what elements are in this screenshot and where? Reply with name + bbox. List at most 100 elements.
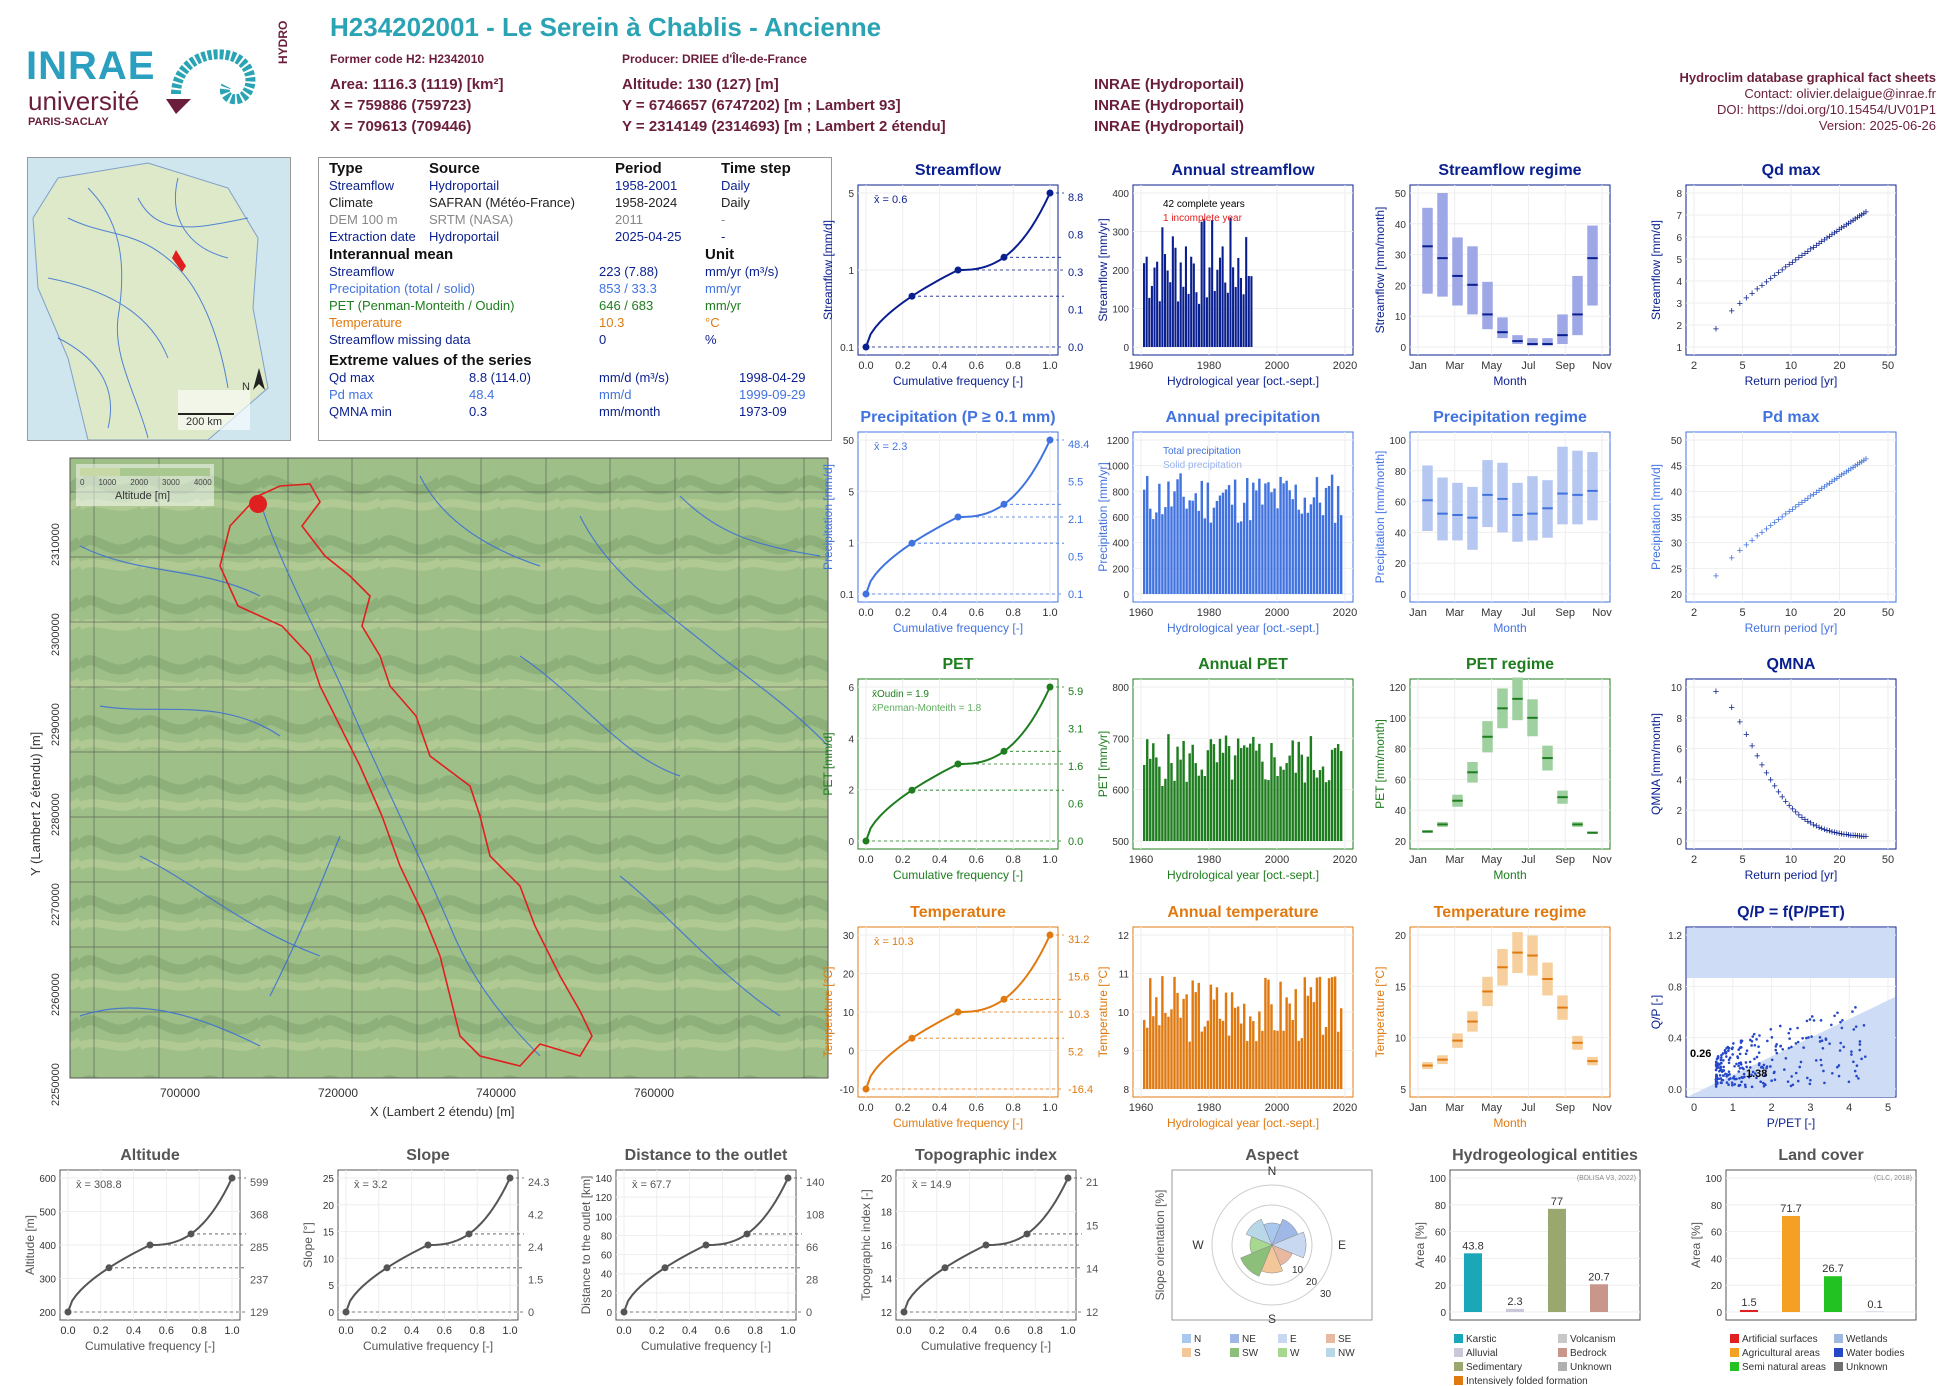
- return-point: +: [1793, 254, 1799, 266]
- annual-bar: [1203, 218, 1206, 347]
- scatter-point: [1744, 1085, 1747, 1089]
- annual-bar: [1200, 221, 1203, 347]
- y-tick-label: 0.0: [1668, 1085, 1682, 1096]
- return-point: +: [1841, 468, 1847, 480]
- return-point: +: [1859, 209, 1865, 221]
- y-tick-label: 80: [1395, 467, 1407, 478]
- table-row: Climate SAFRAN (Météo-France) 1958-2024 Dai…: [325, 194, 795, 211]
- y-tick-label: 400: [1112, 189, 1129, 200]
- aspect-slice: [1240, 1244, 1273, 1277]
- return-point: +: [1856, 831, 1862, 843]
- annual-bar: [1227, 746, 1231, 841]
- annual-bar: [1215, 762, 1219, 841]
- scatter-label: 1.38: [1746, 1068, 1767, 1080]
- aspect-slice: [1271, 1231, 1307, 1259]
- quantile-point: [506, 1174, 514, 1182]
- x-tick-label: 0.8: [748, 1325, 763, 1337]
- scatter-point: [1742, 1072, 1746, 1076]
- return-point: +: [1713, 323, 1719, 335]
- quantile-point: [1064, 1174, 1072, 1182]
- y-tick-label: 800: [1112, 487, 1129, 498]
- y-tick-label: 20: [1671, 590, 1683, 601]
- scatter-point: [1727, 1058, 1731, 1062]
- quantile-point: [146, 1241, 154, 1249]
- scatter-point: [1775, 1051, 1779, 1055]
- annual-bar: [1229, 217, 1232, 347]
- extremes-table: Extreme values of the series Qd max 8.8 (…: [325, 352, 810, 420]
- annual-bar: [1191, 500, 1194, 594]
- annual-bar: [1182, 740, 1185, 841]
- return-point: +: [1767, 520, 1773, 532]
- return-point: +: [1831, 474, 1837, 486]
- quantile-point: [1046, 436, 1054, 444]
- legend-item: SE: [1338, 1334, 1352, 1345]
- annual-bar: [1315, 777, 1319, 841]
- y-tick-label: 25: [1671, 564, 1683, 575]
- return-point: +: [1816, 238, 1822, 250]
- col-timestep: Time step: [721, 160, 791, 177]
- annual-bar: [1167, 1016, 1170, 1089]
- y-tick-label: 6: [1676, 745, 1682, 756]
- annual-bar: [1215, 500, 1219, 594]
- legend-item: Intensively folded formation: [1466, 1376, 1588, 1386]
- scatter-point: [1737, 1061, 1741, 1065]
- inrae-logo: INRAE: [26, 44, 156, 88]
- annual-bar: [1312, 769, 1316, 841]
- source-note: (BDLISA V3, 2022): [1577, 1175, 1636, 1182]
- scatter-point: [1837, 1074, 1841, 1078]
- annual-bar: [1187, 293, 1190, 347]
- annual-bar: [1221, 492, 1225, 594]
- return-point: +: [1856, 211, 1862, 223]
- quantile-point: [954, 1008, 962, 1016]
- annual-bar: [1258, 1011, 1261, 1089]
- outlet-marker: [249, 495, 267, 513]
- cell: 1973-09: [739, 404, 787, 419]
- cell: Extraction date: [329, 229, 416, 244]
- chart-title: Streamflow: [915, 162, 1002, 179]
- annual-bar: [1264, 779, 1267, 841]
- quantile-label: 8.8: [1068, 192, 1083, 204]
- cell: Climate: [329, 195, 374, 210]
- annual-bar: [1309, 504, 1313, 594]
- x-tick-label: 10: [1785, 360, 1797, 372]
- x-tick-label: 1.0: [1042, 854, 1057, 866]
- quantile-point: [424, 1241, 432, 1249]
- annual-bar: [1321, 1034, 1325, 1089]
- former-code: Former code H2: H2342010: [330, 52, 485, 66]
- quantile-label: 108: [806, 1210, 824, 1222]
- annual-bar: [1164, 778, 1167, 841]
- cell: 853 / 33.3: [599, 281, 657, 296]
- scatter-point: [1737, 1083, 1741, 1087]
- regime-range: [1557, 314, 1568, 345]
- return-point: +: [1771, 781, 1777, 793]
- quantile-point: [1046, 931, 1054, 939]
- x-tick-label: Sep: [1555, 1102, 1575, 1114]
- return-point: +: [1805, 493, 1811, 505]
- x-tick-label: 0.2: [929, 1325, 944, 1337]
- scatter-point: [1818, 1036, 1822, 1039]
- quantile-point: [954, 760, 962, 768]
- return-point: +: [1754, 284, 1760, 296]
- y-tick-label: 14: [881, 1275, 893, 1286]
- scatter-point: [1850, 1050, 1853, 1053]
- x-tick-label: 0.6: [995, 1325, 1010, 1337]
- regime-range: [1527, 338, 1538, 346]
- compass-label: S: [1268, 1312, 1276, 1326]
- legend-item: Artificial surfaces: [1742, 1334, 1818, 1345]
- annual-bar: [1155, 757, 1158, 841]
- y-tick-label: 20: [1395, 931, 1407, 942]
- scatter-point: [1721, 1059, 1725, 1062]
- cell: 10.3: [599, 315, 625, 330]
- scatter-point: [1802, 1046, 1805, 1049]
- x-tick-label: Jul: [1521, 607, 1535, 619]
- legend-item: 42 complete years: [1163, 199, 1245, 210]
- annual-bar: [1158, 766, 1161, 841]
- scatter-point: [1781, 1047, 1785, 1051]
- y-axis-label: Streamflow [mm/d]: [821, 220, 835, 320]
- annual-bar: [1170, 763, 1173, 841]
- scatter-point: [1805, 1036, 1808, 1040]
- return-point: +: [1821, 234, 1827, 246]
- y-tick-label: 30: [1395, 251, 1407, 262]
- return-point: +: [1808, 244, 1814, 256]
- x-axis-label: Cumulative frequency [-]: [893, 621, 1023, 635]
